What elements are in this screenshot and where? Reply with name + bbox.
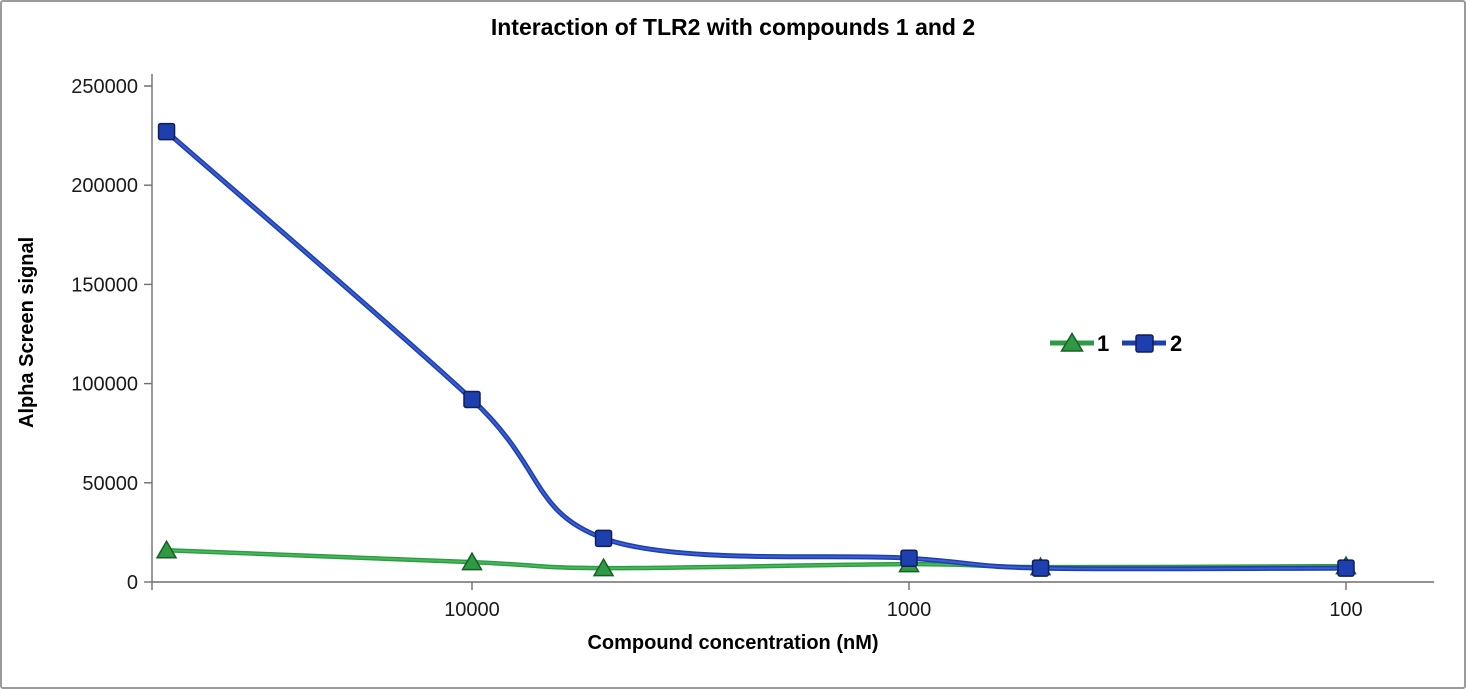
square-marker-icon [157, 122, 176, 141]
triangle-marker-icon [461, 551, 483, 571]
triangle-marker-icon [592, 557, 615, 577]
square-marker-icon [1031, 559, 1050, 577]
x-tick-label: 1000 [887, 599, 932, 621]
y-tick-label: 150000 [71, 274, 138, 296]
square-marker-icon [594, 529, 613, 548]
plot-area: 0 50000 100000 150000 200000 250000 10000 1000 1… [71, 74, 1434, 621]
square-marker-icon [463, 390, 481, 409]
legend-item-2: 2 [1122, 331, 1182, 356]
chart-title: Interaction of TLR2 with compounds 1 and… [490, 14, 976, 40]
y-tick-label: 50000 [82, 473, 138, 495]
y-tick-label: 100000 [71, 374, 138, 396]
legend-label-2: 2 [1170, 331, 1182, 356]
x-tick-label: 10000 [444, 599, 500, 621]
y-tick-label: 0 [127, 572, 138, 594]
y-tick-label: 200000 [71, 175, 138, 197]
square-marker-icon [1337, 559, 1355, 577]
x-axis-title: Compound concentration (nM) [587, 632, 879, 654]
series-line-highlight-2 [165, 130, 1347, 570]
legend-label-1: 1 [1097, 331, 1109, 356]
legend-square-marker-icon [1135, 334, 1154, 353]
legend-triangle-marker-icon [1060, 332, 1084, 352]
square-marker-icon [900, 549, 918, 567]
x-tick-label: 100 [1329, 599, 1362, 621]
chart-legend: 1 2 [1050, 331, 1182, 356]
y-tick-label: 250000 [71, 76, 138, 98]
triangle-marker-icon [155, 539, 178, 559]
legend-item-1: 1 [1050, 331, 1109, 356]
